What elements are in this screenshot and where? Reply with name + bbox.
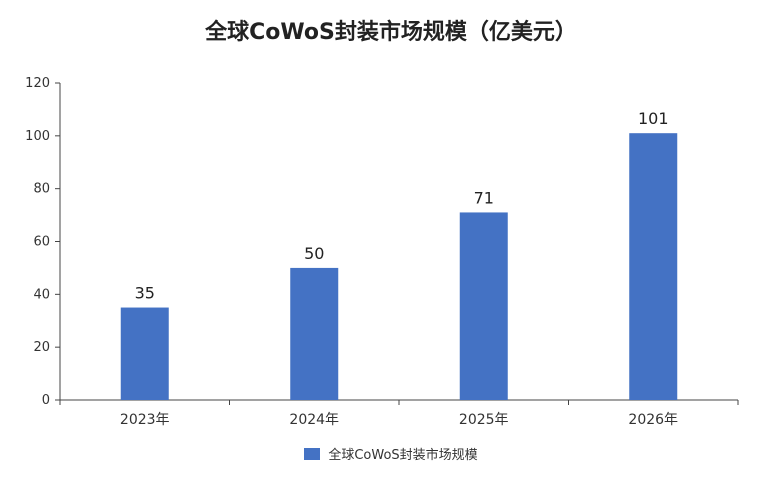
y-tick-label: 120 bbox=[25, 76, 50, 91]
data-label: 101 bbox=[638, 109, 669, 128]
legend-label: 全球CoWoS封装市场规模 bbox=[328, 448, 478, 463]
y-tick-label: 40 bbox=[33, 287, 50, 302]
data-label: 50 bbox=[304, 244, 324, 263]
legend-swatch bbox=[304, 447, 321, 460]
legend: 全球CoWoS封装市场规模 bbox=[0, 444, 782, 463]
y-tick-label: 0 bbox=[42, 393, 50, 408]
x-tick-label: 2026年 bbox=[628, 412, 678, 428]
y-tick-label: 20 bbox=[33, 340, 50, 355]
bar bbox=[120, 307, 169, 400]
y-tick-label: 100 bbox=[25, 129, 50, 144]
x-tick-label: 2024年 bbox=[289, 412, 339, 428]
chart-title: 全球CoWoS封装市场规模（亿美元） bbox=[205, 20, 577, 45]
bar bbox=[459, 212, 508, 400]
data-label: 71 bbox=[474, 188, 494, 207]
x-tick-label: 2023年 bbox=[120, 412, 170, 428]
data-label: 35 bbox=[135, 284, 155, 303]
bar bbox=[629, 133, 678, 401]
bar bbox=[290, 267, 339, 400]
x-tick-label: 2025年 bbox=[459, 412, 509, 428]
y-tick-label: 80 bbox=[33, 182, 50, 197]
y-tick-label: 60 bbox=[33, 235, 50, 250]
